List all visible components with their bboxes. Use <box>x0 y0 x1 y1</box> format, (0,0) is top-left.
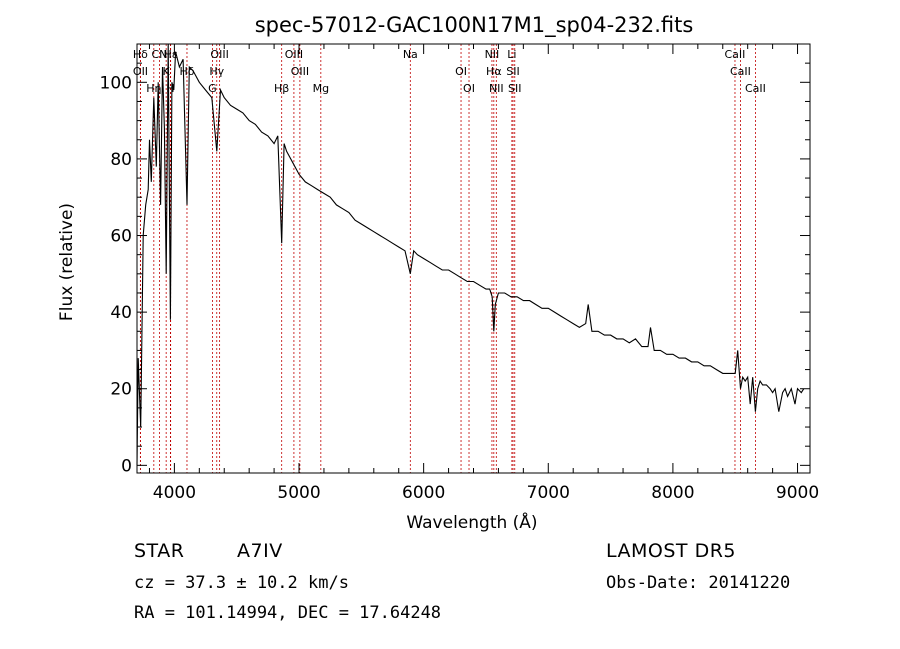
spectral-subclass: A7IV <box>237 540 283 562</box>
y-tick-label: 100 <box>100 73 132 93</box>
x-tick-label: 9000 <box>776 483 819 503</box>
spectral-line-label: Hα <box>486 65 502 78</box>
spectral-line-markers <box>139 44 756 473</box>
survey-name: LAMOST DR5 <box>606 540 736 562</box>
spectral-line-label: G <box>208 82 217 95</box>
y-axis: 0 20 40 60 80 100 <box>100 43 810 476</box>
spectral-line-label: Li <box>507 48 516 61</box>
spectral-line-label: Hβ <box>274 82 289 95</box>
y-tick-label: 60 <box>110 227 132 247</box>
x-tick-label: 7000 <box>527 483 570 503</box>
spectral-line-label: OII <box>133 65 148 78</box>
chart-title: spec-57012-GAC100N17M1_sp04-232.fits <box>255 13 694 38</box>
spectral-line-label: CaII <box>745 82 766 95</box>
x-axis-label: Wavelength (Å) <box>406 511 537 533</box>
spectral-line-label: OI <box>455 65 467 78</box>
obs-date: Obs-Date: 20141220 <box>606 573 791 593</box>
spectral-line-label: Mg <box>313 82 329 95</box>
spectral-line-label: OIII <box>291 65 309 78</box>
spectral-line-label: OIII <box>285 48 303 61</box>
x-tick-label: 4000 <box>153 483 196 503</box>
spectral-line-label: H <box>166 82 174 95</box>
spectral-line-label: OIII <box>210 48 228 61</box>
y-tick-label: 20 <box>110 380 132 400</box>
spectral-line-label: Hδ <box>133 48 148 61</box>
spectral-line-labels: HδOIIHηCNKHHεHδGOIIIHγHβOIIIOIIIMgNaOIOI… <box>133 48 766 95</box>
spectral-line-label: NII <box>485 48 500 61</box>
spectral-line-label: Hη <box>146 82 161 95</box>
spectral-line-label: K <box>163 65 171 78</box>
spectral-line-label: NII <box>489 82 504 95</box>
x-tick-label: 6000 <box>402 483 445 503</box>
x-tick-label: 5000 <box>277 483 320 503</box>
spectral-line-label: Hγ <box>209 65 224 78</box>
spectral-line-label: CN <box>151 48 167 61</box>
spectral-line-label: SII <box>508 82 521 95</box>
y-axis-label: Flux (relative) <box>57 203 77 321</box>
spectral-line-label: OI <box>463 82 475 95</box>
redshift-cz: cz = 37.3 ± 10.2 km/s <box>134 573 349 593</box>
spectral-line-label: CaII <box>725 48 746 61</box>
spectrum-line <box>136 43 805 466</box>
coordinates: RA = 101.14994, DEC = 17.64248 <box>134 603 442 623</box>
y-tick-label: 40 <box>110 303 132 323</box>
spectral-line-label: CaII <box>730 65 751 78</box>
plot-frame <box>136 43 811 474</box>
star-type: STAR <box>134 540 185 562</box>
y-tick-label: 80 <box>110 150 132 170</box>
x-axis: 4000 5000 6000 7000 8000 9000 <box>148 44 819 503</box>
y-tick-label: 0 <box>121 456 132 476</box>
x-tick-label: 8000 <box>651 483 694 503</box>
spectral-line-label: Hδ <box>179 65 194 78</box>
spectral-line-label: Na <box>403 48 418 61</box>
spectral-line-label: SII <box>506 65 519 78</box>
